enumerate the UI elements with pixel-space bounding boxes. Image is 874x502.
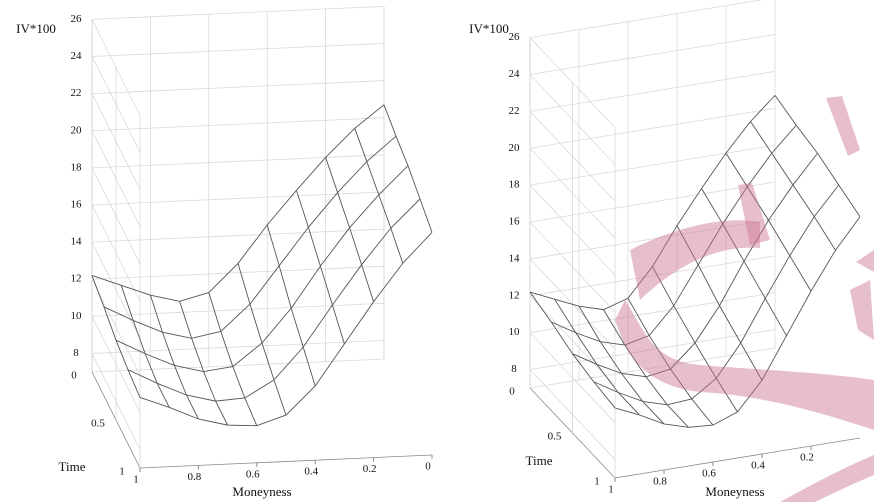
surface-row [139, 231, 433, 427]
y-axis-label: Time [526, 453, 553, 468]
grid-line [91, 80, 385, 190]
grid-line [91, 117, 385, 227]
z-tick-label: 16 [509, 216, 521, 228]
y-tick-label: 1 [119, 466, 125, 478]
z-tick-label: 10 [509, 326, 521, 338]
surface-column [325, 157, 375, 302]
z-tick-label: 16 [71, 198, 83, 210]
surface-column [208, 292, 258, 426]
y-axis-label: Time [59, 459, 86, 474]
surface-column [354, 128, 404, 264]
surface-column [676, 225, 763, 381]
axis-line [91, 358, 385, 373]
z-axis-label: IV*100 [16, 21, 56, 36]
z-tick-label: 8 [511, 363, 517, 375]
grid-line [91, 265, 385, 376]
x-axis-label: Moneyness [232, 484, 291, 499]
surface-column [750, 121, 836, 251]
x-tick-label: 1 [608, 484, 614, 496]
x-tick-label: 0.2 [363, 463, 377, 475]
z-tick-label: 26 [71, 13, 83, 25]
surface-column [652, 266, 738, 413]
z-tick-label: 18 [509, 179, 521, 191]
grid-line [529, 0, 764, 128]
z-tick-label: 8 [73, 347, 79, 359]
highlight-bands [615, 96, 874, 502]
grid-line [529, 34, 776, 165]
grid-line [91, 302, 385, 413]
surface-column [383, 104, 433, 233]
surface-column [725, 152, 812, 292]
z-axis-label: IV*100 [469, 21, 509, 36]
surface-column [266, 224, 316, 387]
grid-line [91, 340, 385, 450]
x-tick-label: 0.8 [188, 471, 202, 483]
surface-column [701, 188, 787, 336]
surface-column [149, 295, 199, 420]
z-tick-label: 10 [71, 310, 83, 322]
surface-column [578, 306, 665, 425]
axis-line [139, 454, 433, 469]
band [615, 300, 874, 430]
surface-row [115, 165, 409, 373]
axis-line [614, 437, 861, 479]
x-tick-label: 0.4 [304, 466, 318, 478]
surface-column [295, 190, 345, 344]
z-tick-label: 26 [509, 31, 521, 43]
z-tick-label: 18 [71, 161, 83, 173]
z-tick-label: 12 [509, 289, 520, 301]
surface-column [237, 263, 287, 416]
z-tick-label: 20 [71, 124, 83, 136]
surface-column [554, 298, 640, 416]
x-tick-label: 0.2 [800, 452, 814, 464]
y-tick-label: 0 [71, 370, 77, 382]
surface-column [91, 275, 141, 398]
y-tick-label: 1 [594, 476, 600, 488]
grid-line [91, 154, 385, 265]
surface-column [120, 285, 170, 408]
grid-line [91, 191, 385, 302]
z-tick-label: 24 [509, 68, 521, 80]
band [826, 96, 860, 156]
x-axis-label: Moneyness [705, 484, 764, 499]
z-tick-label: 12 [71, 273, 82, 285]
surface-column [603, 309, 689, 428]
z-tick-label: 24 [71, 50, 83, 62]
band [780, 455, 874, 502]
x-tick-label: 0.8 [653, 476, 667, 488]
band [850, 280, 874, 340]
y-tick-label: 0.5 [548, 431, 562, 443]
z-tick-label: 22 [71, 87, 82, 99]
axis-line [529, 347, 776, 389]
grid-line [91, 5, 385, 116]
x-tick-label: 0.4 [751, 460, 765, 472]
band [856, 250, 874, 272]
x-tick-label: 0.6 [246, 468, 260, 480]
surface-column [627, 298, 714, 426]
grid-line [91, 43, 385, 153]
surface-column [179, 301, 229, 426]
grid-line [529, 71, 776, 202]
band [738, 183, 770, 245]
z-tick-label: 14 [509, 252, 521, 264]
band [630, 220, 760, 300]
x-tick-label: 0 [425, 461, 431, 473]
x-tick-label: 1 [133, 474, 139, 486]
y-tick-label: 0 [509, 386, 515, 398]
y-tick-label: 0.5 [91, 418, 105, 430]
surface-column [774, 95, 861, 217]
x-tick-label: 0.6 [702, 468, 716, 480]
z-tick-label: 14 [71, 236, 83, 248]
z-tick-label: 20 [509, 142, 521, 154]
surface-column [529, 291, 616, 409]
z-tick-label: 22 [509, 105, 520, 117]
surface-row [103, 135, 397, 339]
